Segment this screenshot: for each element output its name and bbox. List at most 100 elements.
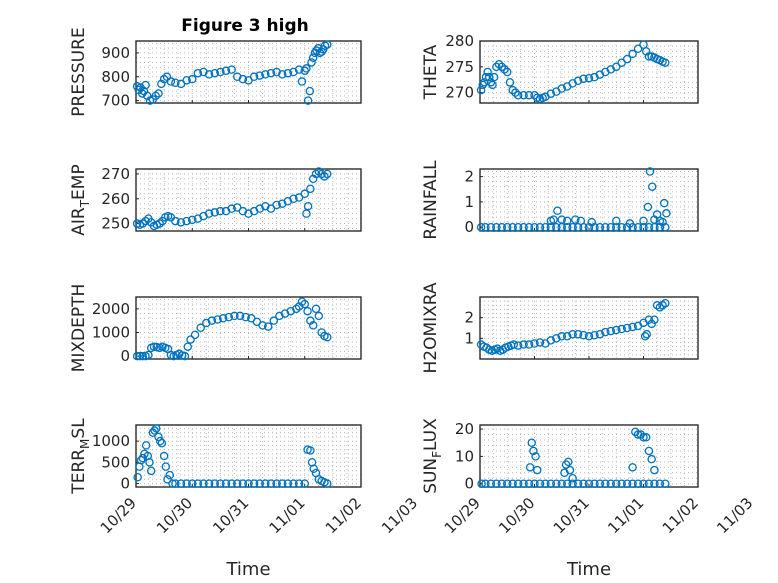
data-point xyxy=(303,306,312,316)
data-point xyxy=(612,222,621,232)
data-point xyxy=(492,222,501,232)
data-point xyxy=(155,219,164,228)
data-point xyxy=(527,438,537,448)
data-point xyxy=(141,80,150,90)
data-point xyxy=(486,479,496,488)
data-point xyxy=(622,479,632,488)
data-point xyxy=(568,222,577,232)
data-point xyxy=(644,446,654,456)
data-point xyxy=(186,335,195,344)
data-point xyxy=(549,215,558,224)
data-point xyxy=(280,309,290,318)
data-point xyxy=(530,222,539,232)
data-point xyxy=(289,479,298,488)
data-point xyxy=(497,479,507,488)
data-point xyxy=(266,68,276,78)
data-point xyxy=(529,446,538,456)
data-point xyxy=(532,465,542,475)
data-point xyxy=(238,479,248,488)
data-point xyxy=(204,209,214,218)
x-tick-label: 11/02 xyxy=(322,494,365,537)
data-point xyxy=(294,479,304,488)
data-point xyxy=(502,222,512,232)
data-point xyxy=(154,89,163,98)
y-axis-label: SUNFLUX xyxy=(421,418,444,494)
y-tick-label: 275 xyxy=(445,58,474,76)
data-point xyxy=(568,329,577,339)
data-point xyxy=(562,216,572,226)
data-point xyxy=(552,222,561,232)
data-point xyxy=(655,479,665,488)
y-tick-label: 260 xyxy=(101,190,130,208)
data-point xyxy=(661,58,670,67)
data-point xyxy=(535,338,545,347)
data-point xyxy=(182,479,191,488)
data-point xyxy=(595,329,605,339)
data-point xyxy=(320,172,329,181)
data-point xyxy=(524,479,534,488)
x-tick-label: 10/31 xyxy=(209,494,252,537)
data-point xyxy=(322,40,332,49)
y-axis-label: AIRTEMP xyxy=(69,164,92,235)
data-point xyxy=(137,89,147,98)
y-tick-label: 0 xyxy=(464,218,474,236)
data-point xyxy=(307,58,316,67)
data-point xyxy=(244,479,253,488)
data-point xyxy=(322,169,332,179)
data-point xyxy=(166,77,176,86)
data-point xyxy=(216,479,225,488)
data-point xyxy=(492,479,501,488)
data-point xyxy=(294,302,304,311)
data-point xyxy=(249,479,259,488)
data-point xyxy=(297,77,307,86)
data-point xyxy=(303,96,313,105)
data-point xyxy=(157,439,167,448)
data-point xyxy=(144,350,153,360)
data-point xyxy=(176,218,186,227)
data-point xyxy=(530,479,539,488)
y-tick-label: 2 xyxy=(464,309,474,327)
x-tick-label: 10/31 xyxy=(550,494,593,537)
data-point xyxy=(562,479,572,488)
y-tick-label: 0 xyxy=(120,475,130,493)
data-point xyxy=(207,316,217,325)
y-tick-label: 2000 xyxy=(92,300,130,318)
data-point xyxy=(601,222,610,232)
y-tick-label: 1 xyxy=(464,329,474,347)
data-point xyxy=(590,479,599,488)
y-tick-label: 0 xyxy=(464,475,474,493)
data-point xyxy=(480,78,489,87)
data-point xyxy=(612,216,621,226)
data-point xyxy=(477,479,486,488)
data-point xyxy=(182,216,191,226)
data-point xyxy=(587,217,596,227)
data-point xyxy=(306,316,315,325)
data-point xyxy=(508,479,517,488)
data-point xyxy=(546,222,556,232)
x-tick-label: 11/03 xyxy=(713,494,756,537)
y-axis-label: MIXDEPTH xyxy=(69,284,89,373)
data-point xyxy=(182,76,191,85)
data-point xyxy=(628,322,637,332)
data-point xyxy=(486,222,496,232)
data-point xyxy=(286,306,295,316)
data-point xyxy=(133,472,142,482)
data-point xyxy=(309,464,318,473)
data-point xyxy=(210,208,219,217)
data-point xyxy=(492,62,501,72)
data-point xyxy=(502,67,512,77)
data-point xyxy=(606,222,616,232)
data-point xyxy=(193,68,203,78)
data-point xyxy=(557,332,567,341)
data-point xyxy=(546,89,556,98)
data-point xyxy=(601,479,610,488)
data-point xyxy=(595,222,605,232)
data-point xyxy=(289,194,298,204)
data-point xyxy=(481,222,490,232)
data-point xyxy=(633,222,643,232)
data-point xyxy=(595,479,605,488)
data-point xyxy=(639,433,648,442)
data-point xyxy=(221,66,231,76)
data-point xyxy=(272,479,281,488)
